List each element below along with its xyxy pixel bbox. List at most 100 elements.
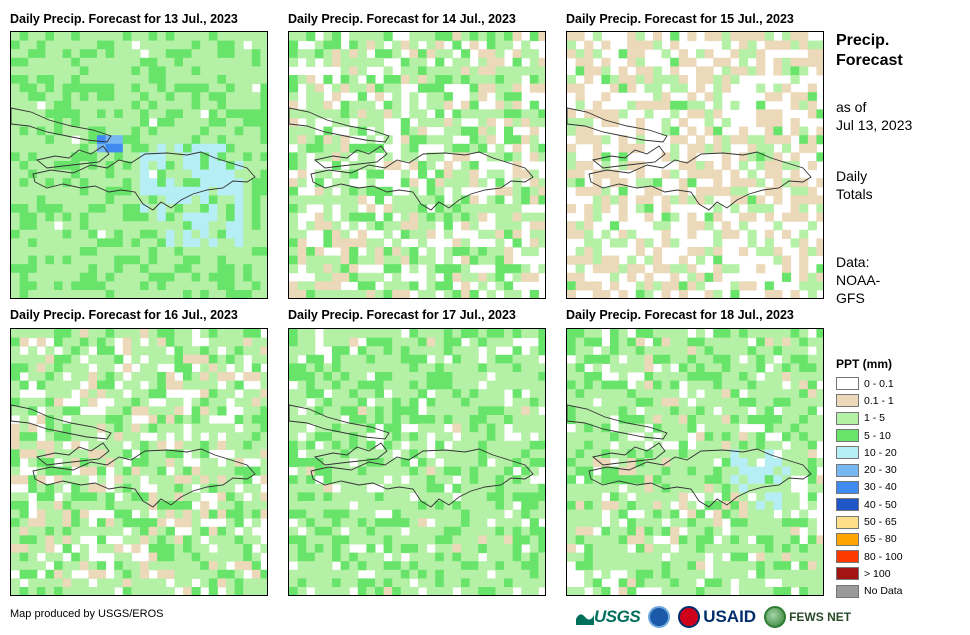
hispaniola-outline: [32, 448, 256, 508]
legend-swatch: [836, 480, 859, 494]
legend-item: 5 - 10: [836, 427, 903, 444]
usaid-logo: USAID: [678, 606, 756, 628]
hispaniola-outline: [588, 448, 812, 508]
hispaniola-outline: [310, 448, 534, 508]
side-title: Precip. Forecast: [836, 31, 903, 71]
precip-grid: [567, 32, 823, 298]
legend-label: 50 - 65: [864, 516, 897, 529]
coastline: [591, 145, 666, 169]
legend-label: 1 - 5: [864, 412, 886, 425]
hispaniola-outline: [32, 151, 256, 211]
map-panel-4[interactable]: [10, 328, 268, 596]
panel-title-2: Daily Precip. Forecast for 14 Jul., 2023: [288, 12, 516, 26]
legend-swatch: [836, 394, 859, 408]
legend-label: > 100: [864, 567, 891, 580]
precip-grid: [289, 32, 545, 298]
map-panel-2[interactable]: [288, 31, 546, 299]
legend-item: > 100: [836, 565, 903, 582]
partner-logos: USGS USAID FEWS NET: [576, 602, 859, 632]
legend-item: 20 - 30: [836, 461, 903, 478]
data-source-line2: NOAA-: [836, 272, 881, 288]
map-panel-6[interactable]: [566, 328, 824, 596]
legend-item: 40 - 50: [836, 496, 903, 513]
coastline: [11, 404, 112, 440]
legend-item: 0.1 - 1: [836, 392, 903, 409]
usgs-logo: USGS: [576, 607, 641, 627]
fews-globe-icon: [764, 606, 787, 628]
legend-swatch: [836, 515, 859, 529]
legend-label: 5 - 10: [864, 429, 891, 442]
map-credit: Map produced by USGS/EROS: [10, 608, 164, 620]
totals-note: Daily Totals: [836, 167, 873, 203]
legend-swatch: [836, 446, 859, 460]
legend-swatch: [836, 584, 859, 598]
legend-item: No Data: [836, 583, 903, 600]
map-panel-5[interactable]: [288, 328, 546, 596]
coastline: [591, 442, 666, 466]
data-source-line1: Data:: [836, 254, 870, 270]
panel-title-5: Daily Precip. Forecast for 17 Jul., 2023: [288, 308, 516, 322]
legend: 0 - 0.1 0.1 - 1 1 - 5 5 - 10 10 - 20 20 - 30 3…: [836, 375, 903, 600]
legend-swatch: [836, 411, 859, 425]
totals-line2: Totals: [836, 186, 873, 202]
side-title-line2: Forecast: [836, 52, 903, 69]
panel-title-1: Daily Precip. Forecast for 13 Jul., 2023: [10, 12, 238, 26]
coastline: [289, 107, 390, 143]
as-of-value: Jul 13, 2023: [836, 117, 913, 133]
precip-grid: [289, 329, 545, 595]
legend-item: 0 - 0.1: [836, 375, 903, 392]
map-panel-3[interactable]: [566, 31, 824, 299]
coastline: [35, 145, 110, 169]
legend-item: 50 - 65: [836, 513, 903, 530]
coastline: [567, 107, 668, 143]
legend-label: 0 - 0.1: [864, 377, 894, 390]
legend-item: 30 - 40: [836, 479, 903, 496]
usaid-logo-text: USAID: [703, 607, 757, 626]
usgs-logo-text: USGS: [594, 607, 641, 626]
map-panel-1[interactable]: [10, 31, 268, 299]
coastline: [567, 404, 668, 440]
legend-swatch: [836, 377, 859, 391]
totals-line1: Daily: [836, 168, 868, 184]
legend-label: 30 - 40: [864, 481, 897, 494]
legend-item: 65 - 80: [836, 531, 903, 548]
panel-title-3: Daily Precip. Forecast for 15 Jul., 2023: [566, 12, 794, 26]
legend-label: 20 - 30: [864, 464, 897, 477]
legend-swatch: [836, 429, 859, 443]
panel-title-4: Daily Precip. Forecast for 16 Jul., 2023: [10, 308, 238, 322]
as-of-date: as of Jul 13, 2023: [836, 98, 912, 134]
legend-swatch: [836, 532, 859, 546]
legend-swatch: [836, 567, 859, 581]
usgs-wave-icon: [576, 614, 594, 625]
precip-grid: [11, 32, 267, 298]
precip-grid: [11, 329, 267, 595]
legend-label: 65 - 80: [864, 533, 897, 546]
data-source: Data: NOAA- GFS: [836, 253, 880, 307]
coastline: [289, 404, 390, 440]
precip-grid: [567, 329, 823, 595]
legend-label: 80 - 100: [864, 550, 903, 563]
legend-swatch: [836, 463, 859, 477]
as-of-label: as of: [836, 99, 867, 115]
legend-swatch: [836, 498, 859, 512]
legend-swatch: [836, 550, 859, 564]
legend-item: 1 - 5: [836, 410, 903, 427]
coastline: [35, 442, 110, 466]
panel-title-6: Daily Precip. Forecast for 18 Jul., 2023: [566, 308, 794, 322]
legend-item: 80 - 100: [836, 548, 903, 565]
fews-logo-text: FEWS NET: [789, 610, 852, 624]
legend-title: PPT (mm): [836, 357, 893, 371]
coastline: [313, 145, 388, 169]
legend-label: 0.1 - 1: [864, 394, 894, 407]
noaa-logo: [648, 606, 671, 628]
hispaniola-outline: [310, 151, 534, 211]
coastline: [313, 442, 388, 466]
legend-label: 40 - 50: [864, 498, 897, 511]
legend-label: No Data: [864, 585, 903, 598]
coastline: [11, 107, 112, 143]
side-title-line1: Precip.: [836, 32, 890, 49]
fews-logo: FEWS NET: [764, 606, 851, 628]
usaid-seal-icon: [678, 606, 701, 628]
noaa-seal-icon: [648, 606, 671, 628]
legend-label: 10 - 20: [864, 446, 897, 459]
